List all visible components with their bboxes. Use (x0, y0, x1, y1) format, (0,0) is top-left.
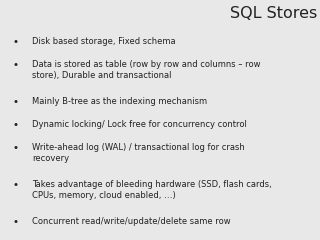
Text: •: • (13, 60, 19, 70)
Text: Write-ahead log (WAL) / transactional log for crash
recovery: Write-ahead log (WAL) / transactional lo… (32, 143, 245, 163)
Text: •: • (13, 97, 19, 107)
Text: •: • (13, 37, 19, 47)
Text: •: • (13, 143, 19, 153)
Text: •: • (13, 120, 19, 130)
Text: •: • (13, 180, 19, 190)
Text: SQL Stores: SQL Stores (229, 6, 317, 21)
Text: Dynamic locking/ Lock free for concurrency control: Dynamic locking/ Lock free for concurren… (32, 120, 247, 129)
Text: Disk based storage, Fixed schema: Disk based storage, Fixed schema (32, 37, 176, 46)
Text: Mainly B-tree as the indexing mechanism: Mainly B-tree as the indexing mechanism (32, 97, 207, 106)
Text: Takes advantage of bleeding hardware (SSD, flash cards,
CPUs, memory, cloud enab: Takes advantage of bleeding hardware (SS… (32, 180, 272, 200)
Text: •: • (13, 217, 19, 227)
Text: Data is stored as table (row by row and columns – row
store), Durable and transa: Data is stored as table (row by row and … (32, 60, 260, 80)
Text: Concurrent read/write/update/delete same row: Concurrent read/write/update/delete same… (32, 217, 231, 226)
